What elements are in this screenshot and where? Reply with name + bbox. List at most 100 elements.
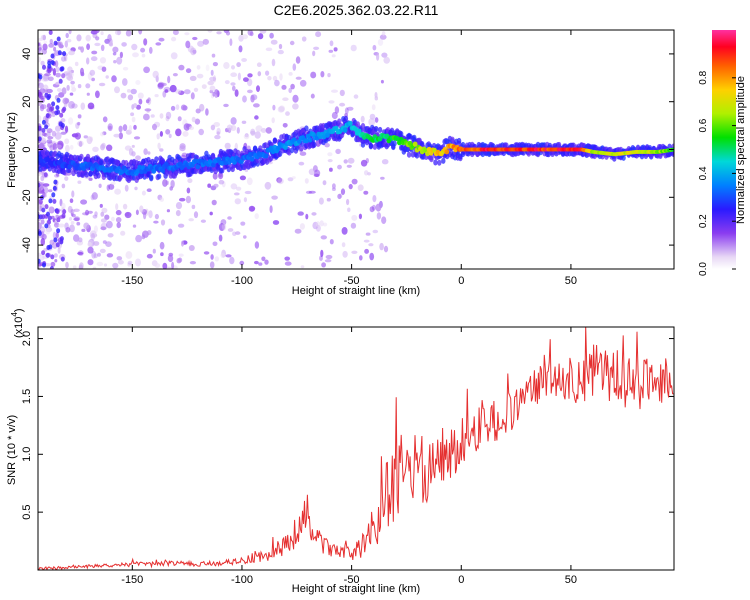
ridge-halo [154,156,159,163]
noise-speck [57,247,61,254]
noise-speck [100,44,105,51]
noise-speck [78,141,83,147]
noise-speck [49,239,55,246]
ridge-halo [621,154,626,161]
noise-speck [120,92,127,99]
noise-speck [122,78,128,86]
noise-speck [105,241,112,248]
ridge-halo [429,156,434,163]
noise-speck [43,193,47,198]
noise-speck [143,66,151,74]
noise-speck [320,235,327,240]
noise-speck [146,230,152,236]
edge-speck [53,237,58,243]
noise-speck [175,89,181,94]
noise-speck [200,219,206,223]
noise-speck [369,252,375,261]
noise-speck [363,239,370,243]
noise-speck [52,68,57,76]
noise-speck [229,256,235,265]
noise-speck [287,177,294,182]
noise-speck [210,124,216,131]
ridge-core [58,158,64,164]
ridge-halo [62,169,67,176]
noise-speck [180,104,187,111]
noise-speck [64,138,70,145]
snr-xlabel: Height of straight line (km) [292,583,420,595]
ridge-core [247,151,253,157]
noise-speck [294,228,302,234]
noise-speck [42,183,50,187]
noise-speck [146,188,152,192]
noise-speck [341,242,346,248]
noise-speck [38,115,42,123]
ridge-halo [59,152,64,159]
colorbar-gradient [712,30,736,269]
noise-speck [158,37,165,42]
edge-speck [61,213,66,219]
ridge-halo [272,137,278,144]
noise-speck [205,108,209,116]
noise-speck [359,255,363,261]
noise-speck [360,159,368,167]
noise-speck [239,260,245,266]
noise-speck [143,38,148,46]
noise-speck [247,73,253,78]
noise-speck [257,33,264,40]
noise-speck [281,84,287,90]
noise-speck [40,237,45,246]
noise-speck [346,106,354,111]
noise-speck [85,83,91,89]
noise-speck [233,192,240,196]
noise-speck [85,34,91,42]
noise-speck [61,73,66,79]
noise-speck [125,30,132,37]
x-tick-label: 50 [565,574,577,586]
noise-speck [107,123,113,132]
noise-speck [40,227,45,232]
noise-speck [308,168,316,176]
ridge-halo [377,126,383,133]
noise-speck [300,265,305,269]
noise-speck [212,172,218,180]
noise-speck [117,260,124,265]
noise-speck [175,104,180,110]
colorbar-tick-label: 0.6 [698,118,709,132]
noise-speck [157,142,161,150]
noise-speck [254,241,260,249]
edge-speck [52,185,57,191]
noise-speck [135,209,139,216]
noise-speck [196,65,201,70]
svg-text:(x104): (x104) [10,308,25,338]
noise-speck [77,121,81,126]
noise-speck [331,111,338,120]
edge-speck [48,30,53,35]
snr-plot-area [38,327,674,570]
noise-speck [211,199,217,206]
y-tick-label: 1.5 [21,389,33,404]
x-tick-label: -100 [231,275,253,287]
noise-speck [187,178,193,184]
noise-speck [70,84,75,89]
noise-speck [327,159,333,163]
noise-speck [133,136,141,140]
x-tick-label: 0 [458,275,464,287]
ridge-halo [96,172,101,179]
noise-speck [209,76,217,82]
noise-speck [38,142,46,150]
edge-speck [45,252,50,258]
noise-speck [166,209,170,213]
ridge-halo [210,153,216,160]
noise-speck [138,98,143,105]
noise-speck [103,263,108,267]
ridge-core [249,156,255,162]
noise-speck [80,46,84,53]
noise-speck [214,89,219,95]
noise-speck [69,92,74,96]
noise-speck [73,208,80,212]
edge-speck [48,244,53,250]
noise-speck [239,175,246,181]
spectrogram-ylabel: Frequency (Hz) [6,112,18,188]
noise-speck [299,79,307,87]
noise-speck [214,256,219,262]
